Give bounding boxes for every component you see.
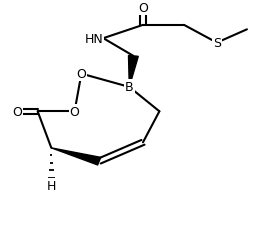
- Text: HN: HN: [84, 33, 103, 45]
- Polygon shape: [51, 148, 101, 165]
- Polygon shape: [128, 56, 138, 88]
- Text: O: O: [138, 2, 148, 15]
- Text: O: O: [76, 68, 86, 81]
- Text: O: O: [70, 105, 79, 118]
- Text: O: O: [12, 105, 22, 118]
- Text: B: B: [125, 81, 134, 94]
- Text: S: S: [213, 37, 221, 50]
- Text: H: H: [47, 179, 56, 192]
